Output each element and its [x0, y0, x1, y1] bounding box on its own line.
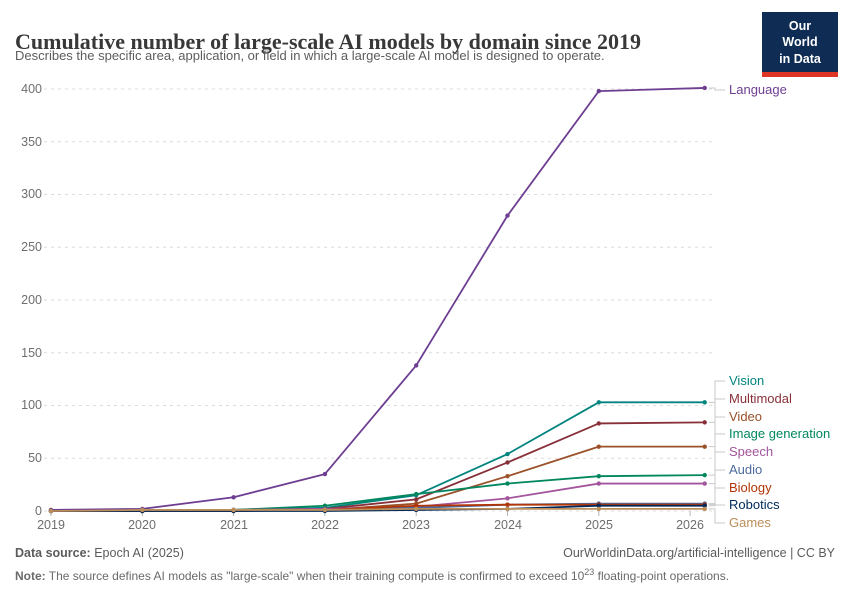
owid-logo-line2: in Data [779, 51, 821, 66]
legend-connector-robotics [708, 504, 725, 507]
series-point-language [702, 85, 707, 91]
series-point-games [702, 506, 707, 512]
series-point-vision [505, 451, 510, 457]
chart-subtitle: Describes the specific area, application… [15, 48, 605, 63]
series-point-language [231, 495, 236, 500]
legend-item-biology[interactable]: Biology [729, 480, 772, 495]
y-axis-tick-label: 100 [21, 398, 42, 412]
series-point-speech [596, 481, 601, 486]
x-axis-tick-label: 2021 [220, 518, 248, 532]
owid-logo[interactable]: Our World in Data [762, 12, 838, 77]
legend-item-video[interactable]: Video [729, 409, 763, 424]
legend-connector-biology [708, 487, 725, 506]
y-axis-tick-label: 0 [35, 504, 42, 518]
series-point-multimodal [596, 421, 601, 426]
series-point-games [505, 506, 510, 512]
x-axis-tick-label: 2024 [494, 518, 522, 532]
series-point-multimodal [702, 420, 707, 425]
y-axis-tick-label: 400 [21, 82, 42, 96]
series-point-image-generation [322, 503, 328, 508]
series-point-speech [702, 481, 707, 486]
series-point-games [414, 506, 419, 512]
footer-note: Note: The source defines AI models as "l… [15, 567, 835, 583]
footer-note-text-end: floating-point operations. [594, 569, 730, 583]
license-link[interactable]: OurWorldinData.org/artificial-intelligen… [563, 546, 835, 560]
y-axis-tick-label: 200 [21, 293, 42, 307]
series-point-video [505, 473, 510, 479]
series-point-robotics [702, 503, 707, 508]
x-axis-tick-label: 2019 [37, 518, 65, 532]
series-point-language [505, 213, 510, 218]
series-point-multimodal [414, 497, 419, 502]
series-point-image-generation [505, 481, 510, 486]
series-point-robotics [596, 503, 601, 508]
legend-item-audio[interactable]: Audio [729, 462, 763, 477]
series-line-games [50, 507, 706, 512]
y-axis-tick-label: 150 [21, 346, 42, 360]
series-line-robotics [50, 504, 706, 512]
series-point-games [48, 508, 54, 514]
x-axis-tick-label: 2023 [402, 518, 430, 532]
legend-connector-video [708, 416, 725, 448]
series-point-biology [414, 503, 419, 508]
legend-connector-image-generation [708, 433, 725, 476]
series-point-vision [702, 400, 707, 405]
series-line-vision [50, 401, 706, 512]
legend-connector-language [708, 87, 725, 91]
series-point-speech [505, 496, 510, 501]
series-point-image-generation [702, 472, 707, 478]
legend-item-speech[interactable]: Speech [729, 444, 774, 459]
x-axis-tick-label: 2026 [676, 518, 704, 532]
series-point-language [322, 471, 328, 477]
legend-item-image-generation[interactable]: Image generation [729, 426, 831, 441]
legend-item-multimodal[interactable]: Multimodal [729, 391, 792, 406]
series-point-games [140, 507, 145, 513]
chart-title: Cumulative number of large-scale AI mode… [15, 28, 641, 54]
legend-connector-speech [708, 451, 725, 485]
legend-connector-multimodal [708, 398, 725, 423]
footer-note-exponent: 23 [584, 567, 595, 577]
series-point-games [322, 507, 328, 513]
series-line-multimodal [50, 421, 706, 512]
footer-note-text: The source defines AI models as "large-s… [48, 569, 585, 583]
series-point-language [414, 363, 419, 368]
series-point-image-generation [414, 491, 419, 497]
x-axis-tick-label: 2020 [128, 518, 156, 532]
series-point-video [596, 444, 601, 449]
data-source-line: Data source: Epoch AI (2025) [15, 546, 184, 560]
legend-item-vision[interactable]: Vision [729, 373, 765, 388]
x-axis-tick-label: 2025 [585, 518, 613, 532]
y-axis-tick-label: 350 [21, 135, 42, 149]
y-axis-tick-label: 300 [21, 187, 42, 201]
series-point-image-generation [596, 473, 601, 479]
series-line-language [50, 87, 706, 511]
legend-connector-audio [708, 469, 725, 505]
data-source-value: Epoch AI (2025) [94, 546, 184, 560]
series-point-multimodal [505, 460, 510, 465]
series-point-video [702, 444, 707, 449]
legend-item-robotics[interactable]: Robotics [729, 497, 780, 512]
series-point-vision [596, 400, 601, 405]
owid-logo-line1: Our World [782, 19, 818, 50]
legend-item-language[interactable]: Language [729, 82, 787, 97]
series-point-language [596, 88, 601, 94]
x-axis-tick-label: 2022 [311, 518, 339, 532]
legend-item-games[interactable]: Games [729, 515, 771, 530]
y-axis-tick-label: 250 [21, 240, 42, 254]
series-point-games [231, 507, 236, 513]
series-point-biology [505, 502, 510, 507]
data-source-label: Data source: [15, 546, 91, 560]
y-axis-tick-label: 50 [28, 451, 42, 465]
legend-connector-games [708, 508, 725, 524]
footer-note-label: Note: [15, 569, 46, 583]
legend-connector-vision [708, 380, 725, 403]
series-point-games [596, 506, 601, 512]
